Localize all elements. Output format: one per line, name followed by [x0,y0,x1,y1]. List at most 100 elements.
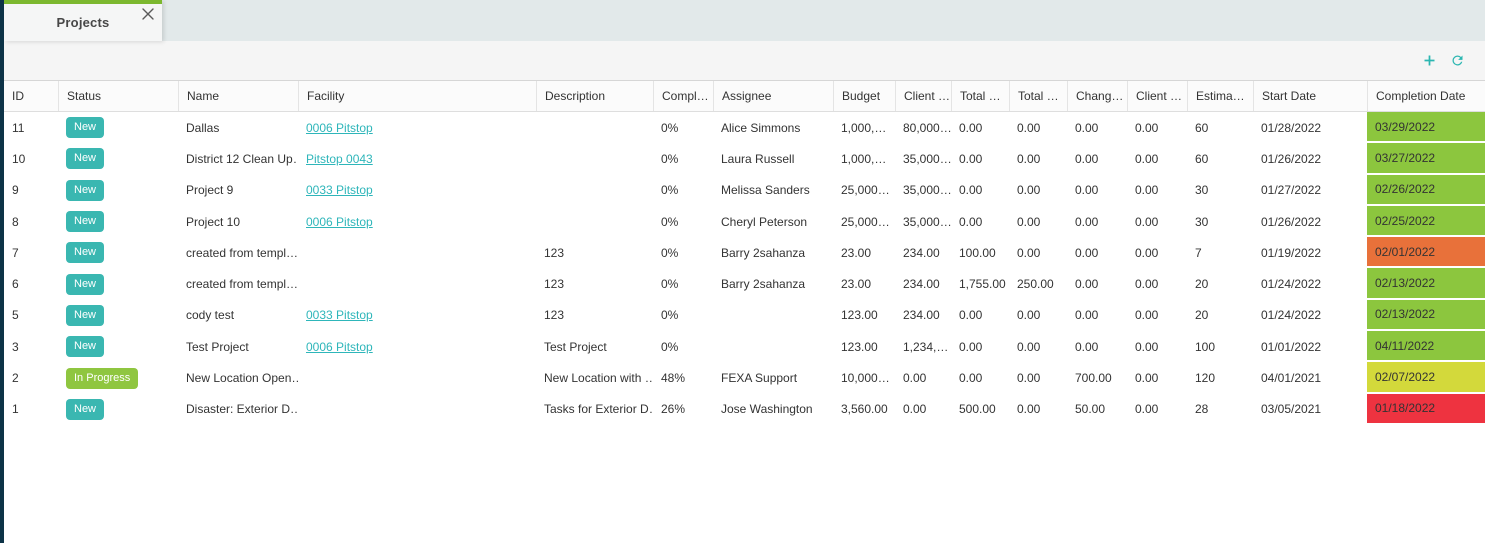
complete-pct-value: 26% [661,402,686,417]
table-row[interactable]: 3 New Test Project 0006 Pitstop Test Project… [4,331,1485,363]
cell-name: Dallas [178,112,298,143]
cell-total-1: 500.00 [951,394,1009,425]
table-row[interactable]: 6 New created from templ… 123 0% Barry 2sahan… [4,268,1485,300]
cell-estimated-days: 7 [1187,237,1253,268]
total-2-value: 0.00 [1017,245,1041,260]
column-header-label: Start Date [1262,89,1317,103]
column-header-facility[interactable]: Facility [298,81,536,111]
client-2-value: 0.00 [1135,183,1159,198]
estimated-days-value: 7 [1195,245,1202,260]
cell-change: 0.00 [1067,268,1127,299]
column-header-budget[interactable]: Budget [833,81,895,111]
cell-completion-date: 02/01/2022 [1367,237,1485,269]
table-row[interactable]: 2 In Progress New Location Open… New Locati… [4,362,1485,394]
cell-facility: 0006 Pitstop [298,206,536,237]
facility-link[interactable]: 0006 Pitstop [306,120,373,135]
column-header-id[interactable]: ID [4,81,58,111]
cell-assignee [713,300,833,331]
table-row[interactable]: 10 New District 12 Clean Up… Pitstop 0043 0%… [4,143,1485,175]
column-header-client-2[interactable]: Client … [1127,81,1187,111]
cell-assignee: Barry 2sahanza [713,237,833,268]
table-row[interactable]: 5 New cody test 0033 Pitstop 123 0% 123.00 234.… [4,299,1485,332]
facility-link[interactable]: 0033 Pitstop [306,308,373,323]
cell-change: 0.00 [1067,331,1127,362]
total-1-value: 1,755.00 [959,277,1006,292]
total-1-value: 100.00 [959,245,996,260]
name-value: created from templ… [186,277,298,292]
cell-total-2: 0.00 [1009,143,1067,174]
column-header-status[interactable]: Status [58,81,178,111]
facility-link[interactable]: 0006 Pitstop [306,214,373,229]
change-value: 0.00 [1075,277,1099,292]
column-header-assignee[interactable]: Assignee [713,81,833,111]
tab-projects[interactable]: Projects [4,0,162,41]
status-badge: New [66,304,105,326]
cell-status: New [58,331,178,362]
completion-date-value: 03/27/2022 [1375,150,1436,165]
change-value: 50.00 [1075,402,1106,417]
cell-change: 0.00 [1067,175,1127,206]
start-date-value: 04/01/2021 [1261,371,1322,386]
column-header-completion-date[interactable]: Completion Date [1367,81,1485,111]
start-date-value: 01/19/2022 [1261,245,1322,260]
cell-id: 7 [4,237,58,268]
cell-budget: 3,560.00 [833,394,895,425]
cell-client-budget: 80,000… [895,112,951,143]
name-value: created from templ… [186,245,298,260]
assignee-value: Alice Simmons [721,120,801,135]
total-1-value: 0.00 [959,214,983,229]
refresh-icon[interactable] [1450,53,1465,68]
cell-name: Disaster: Exterior D… [178,394,298,425]
budget-value: 23.00 [841,277,872,292]
id-value: 11 [12,120,25,135]
completion-date-value: 01/18/2022 [1375,401,1436,416]
cell-start-date: 01/26/2022 [1253,206,1367,237]
description-value: 123 [544,308,565,323]
cell-assignee: Laura Russell [713,143,833,174]
cell-client-budget: 35,000… [895,143,951,174]
cell-budget: 123.00 [833,331,895,362]
cell-client-2: 0.00 [1127,331,1187,362]
cell-description [536,112,653,143]
table-row[interactable]: 8 New Project 10 0006 Pitstop 0% Cheryl Peter… [4,205,1485,238]
facility-link[interactable]: 0033 Pitstop [306,183,373,198]
column-header-total-2[interactable]: Total … [1009,81,1067,111]
table-row[interactable]: 7 New created from templ… 123 0% Barry 2sahan… [4,237,1485,269]
client-budget-value: 234.00 [903,277,940,292]
cell-completion-date: 02/07/2022 [1367,362,1485,394]
column-header-label: Compl… [662,89,709,103]
facility-link[interactable]: 0006 Pitstop [306,339,373,354]
complete-pct-value: 0% [661,308,679,323]
cell-client-budget: 234.00 [895,268,951,299]
total-1-value: 0.00 [959,308,983,323]
completion-date-value: 02/13/2022 [1375,276,1436,291]
budget-value: 123.00 [841,339,878,354]
cell-assignee: Barry 2sahanza [713,268,833,299]
estimated-days-value: 28 [1195,402,1209,417]
facility-link[interactable]: Pitstop 0043 [306,151,373,166]
column-header-start-date[interactable]: Start Date [1253,81,1367,111]
column-header-total-1[interactable]: Total … [951,81,1009,111]
column-header-complete-pct[interactable]: Compl… [653,81,713,111]
table-row[interactable]: 11 New Dallas 0006 Pitstop 0% Alice Simmons 1,… [4,112,1485,144]
total-2-value: 0.00 [1017,214,1041,229]
column-header-label: Chang… [1076,89,1124,103]
close-icon[interactable] [139,5,157,23]
table-row[interactable]: 9 New Project 9 0033 Pitstop 0% Melissa Sande… [4,174,1485,206]
cell-client-2: 0.00 [1127,175,1187,206]
change-value: 0.00 [1075,183,1099,198]
client-2-value: 0.00 [1135,120,1159,135]
table-body: 11 New Dallas 0006 Pitstop 0% Alice Simmons 1,… [4,112,1485,425]
column-header-name[interactable]: Name [178,81,298,111]
column-header-client-budget[interactable]: Client … [895,81,951,111]
column-header-description[interactable]: Description [536,81,653,111]
column-header-change[interactable]: Chang… [1067,81,1127,111]
add-icon[interactable] [1422,53,1437,68]
budget-value: 23.00 [841,245,872,260]
name-value: Project 9 [186,183,234,198]
cell-description [536,143,653,174]
column-header-estimated-days[interactable]: Estima… [1187,81,1253,111]
name-value: District 12 Clean Up… [186,151,298,166]
change-value: 0.00 [1075,308,1099,323]
table-row[interactable]: 1 New Disaster: Exterior D… Tasks for Exter… [4,393,1485,425]
